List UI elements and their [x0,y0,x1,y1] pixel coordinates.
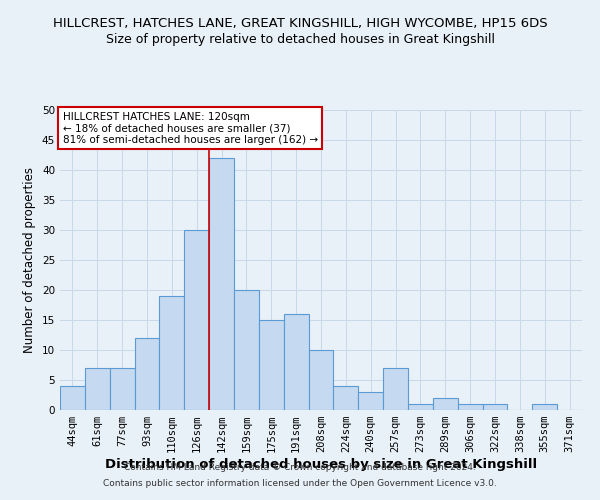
X-axis label: Distribution of detached houses by size in Great Kingshill: Distribution of detached houses by size … [105,458,537,471]
Bar [234,290,259,410]
Bar [308,350,334,410]
Bar [358,392,383,410]
Bar [482,404,508,410]
Bar [334,386,358,410]
Bar [408,404,433,410]
Bar [259,320,284,410]
Bar [209,158,234,410]
Bar [458,404,482,410]
Bar [284,314,308,410]
Bar [134,338,160,410]
Bar [184,230,209,410]
Bar [110,368,134,410]
Text: Contains HM Land Registry data © Crown copyright and database right 2024.: Contains HM Land Registry data © Crown c… [124,464,476,472]
Bar [160,296,184,410]
Bar [60,386,85,410]
Bar [85,368,110,410]
Bar [383,368,408,410]
Y-axis label: Number of detached properties: Number of detached properties [23,167,37,353]
Text: Contains public sector information licensed under the Open Government Licence v3: Contains public sector information licen… [103,478,497,488]
Text: HILLCREST HATCHES LANE: 120sqm
← 18% of detached houses are smaller (37)
81% of : HILLCREST HATCHES LANE: 120sqm ← 18% of … [62,112,318,144]
Text: HILLCREST, HATCHES LANE, GREAT KINGSHILL, HIGH WYCOMBE, HP15 6DS: HILLCREST, HATCHES LANE, GREAT KINGSHILL… [53,18,547,30]
Bar [433,398,458,410]
Text: Size of property relative to detached houses in Great Kingshill: Size of property relative to detached ho… [106,32,494,46]
Bar [532,404,557,410]
